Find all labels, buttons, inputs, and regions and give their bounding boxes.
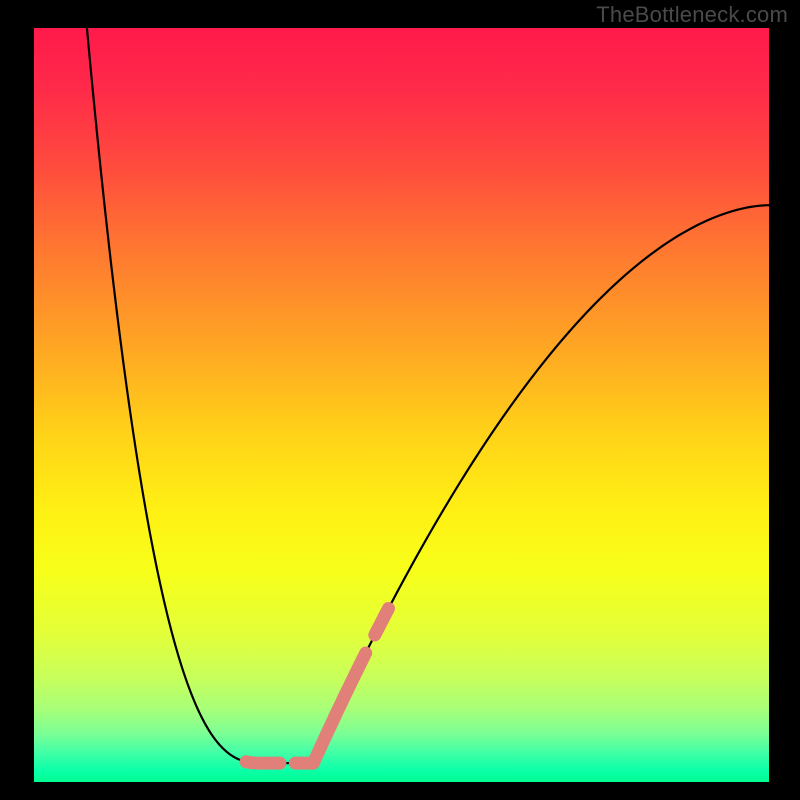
chart-stage: TheBottleneck.com [0,0,800,800]
watermark-text: TheBottleneck.com [596,2,788,28]
chart-svg [0,0,800,800]
plot-area [34,28,769,782]
